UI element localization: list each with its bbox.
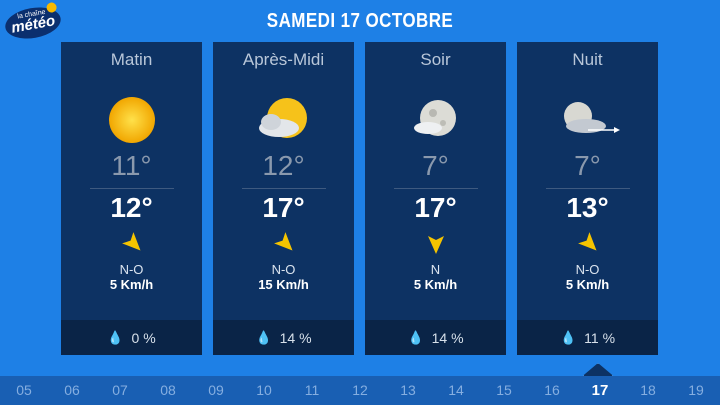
precipitation: 💧 0 % xyxy=(61,320,202,355)
sun-cloud-icon xyxy=(213,90,354,150)
day-06[interactable]: 06 xyxy=(64,382,80,398)
rain-drops-icon: 💧 xyxy=(255,329,272,345)
forecast-panel-nuit: Nuit 7° 13° N-O 5 Km/h 💧 11 % xyxy=(517,42,658,355)
rain-drops-icon: 💧 xyxy=(559,329,577,345)
forecast-panel-après-midi: Après-Midi 12° 17° N-O 15 Km/h 💧 14 % xyxy=(213,42,354,355)
wind-arrow-icon xyxy=(365,230,506,260)
wind-arrow-icon xyxy=(213,230,354,260)
precipitation: 💧 14 % xyxy=(213,320,354,355)
min-temp: 12° xyxy=(262,150,305,181)
day-selector: 05 06 07 08 09 10 11 12 13 14 15 16 17 18 19 xyxy=(0,376,720,405)
wind-direction: N-O xyxy=(271,262,296,277)
wind-arrow-icon xyxy=(61,230,202,260)
precipitation: 💧 11 % xyxy=(517,320,658,355)
rain-drops-icon: 💧 xyxy=(407,329,424,345)
moon-icon xyxy=(365,90,506,150)
wind-speed: 5 Km/h xyxy=(565,277,610,292)
page-title: SAMEDI 17 OCTOBRE xyxy=(266,10,454,32)
day-18[interactable]: 18 xyxy=(640,382,656,398)
wind-speed: 5 Km/h xyxy=(109,277,154,292)
divider xyxy=(545,188,630,189)
day-11[interactable]: 11 xyxy=(304,382,320,398)
max-temp: 17° xyxy=(414,192,457,223)
day-12[interactable]: 12 xyxy=(352,382,368,398)
period-label: Soir xyxy=(420,50,451,69)
precip-value: 11 % xyxy=(584,329,616,346)
precipitation: 💧 14 % xyxy=(365,320,506,355)
moon-cloud-wind-icon xyxy=(517,90,658,150)
day-17[interactable]: 17 xyxy=(591,382,609,399)
day-15[interactable]: 15 xyxy=(496,382,512,398)
min-temp: 7° xyxy=(574,150,601,181)
rain-drops-icon: 💧 xyxy=(107,329,124,345)
day-19[interactable]: 19 xyxy=(688,382,704,398)
wind-arrow-icon xyxy=(517,230,658,260)
wind-direction: N xyxy=(430,262,441,277)
day-14[interactable]: 14 xyxy=(448,382,464,398)
wind-direction: N-O xyxy=(575,262,600,277)
sun-icon xyxy=(61,90,202,150)
precip-value: 0 % xyxy=(131,329,156,346)
period-label: Après-Midi xyxy=(242,50,325,69)
divider xyxy=(241,188,326,189)
day-05[interactable]: 05 xyxy=(16,382,32,398)
max-temp: 12° xyxy=(110,192,153,223)
period-label: Matin xyxy=(110,50,153,69)
max-temp: 13° xyxy=(566,192,609,223)
day-09[interactable]: 09 xyxy=(208,382,224,398)
divider xyxy=(393,188,478,189)
forecast-panel-matin: Matin 11° 12° N-O 5 Km/h 💧 0 % xyxy=(61,42,202,355)
wind-direction: N-O xyxy=(119,262,144,277)
max-temp: 17° xyxy=(262,192,305,223)
day-13[interactable]: 13 xyxy=(400,382,416,398)
day-16[interactable]: 16 xyxy=(544,382,560,398)
period-label: Nuit xyxy=(572,50,603,69)
day-07[interactable]: 07 xyxy=(112,382,128,398)
divider xyxy=(89,188,174,189)
day-10[interactable]: 10 xyxy=(256,382,272,398)
precip-value: 14 % xyxy=(279,329,312,346)
day-08[interactable]: 08 xyxy=(160,382,176,398)
min-temp: 11° xyxy=(111,150,152,181)
wind-speed: 5 Km/h xyxy=(413,277,458,292)
wind-speed: 15 Km/h xyxy=(258,277,309,292)
min-temp: 7° xyxy=(422,150,449,181)
forecast-panel-soir: Soir 7° 17° N 5 Km/h 💧 14 % xyxy=(365,42,506,355)
precip-value: 14 % xyxy=(431,329,464,346)
